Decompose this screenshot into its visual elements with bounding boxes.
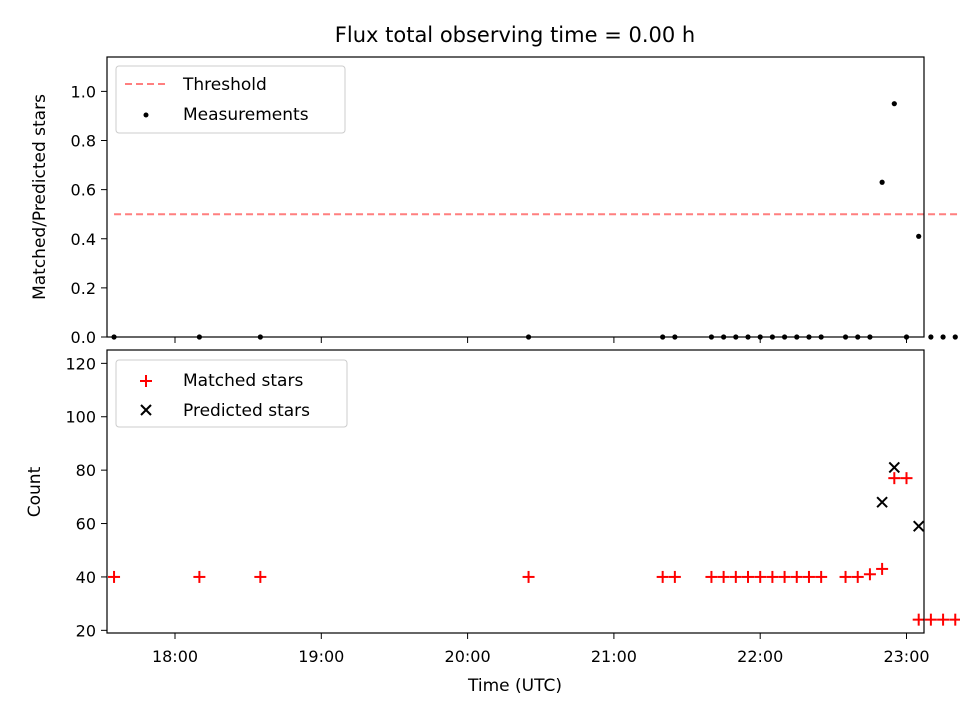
- matched-star-point: [851, 570, 864, 583]
- matched-star-point: [888, 472, 901, 485]
- matched-star-point: [254, 570, 267, 583]
- matched-star-point: [912, 613, 925, 626]
- top-legend-box: [115, 65, 346, 134]
- bottom-y-axis-label: Count: [25, 466, 45, 517]
- matched-star-point: [193, 570, 206, 583]
- matched-star-point: [949, 613, 960, 626]
- matched-star-point: [900, 472, 913, 485]
- matched-star-point: [705, 570, 718, 583]
- bottom-y-tick-label: 120: [65, 354, 96, 373]
- top-y-tick-label: 0.6: [71, 181, 96, 200]
- bottom-legend: Matched stars Predicted stars: [115, 359, 348, 428]
- predicted-star-point: [912, 520, 925, 532]
- matched-star-point: [108, 570, 121, 583]
- bottom-y-tick-label: 20: [76, 621, 96, 640]
- matched-legend-swatch: [140, 375, 152, 387]
- bottom-plot-area: 20 40 60 80 100 120 18:00 19:00 20:00 21:00 22:00 2…: [65, 354, 960, 666]
- predicted-legend-swatch: [140, 404, 152, 416]
- measurement-point: [891, 101, 897, 107]
- matched-star-point: [876, 562, 889, 575]
- predicted-star-stroke-b: [912, 520, 925, 532]
- threshold-legend-label: Threshold: [182, 75, 267, 95]
- x-tick-label: 21:00: [591, 647, 637, 666]
- measurement-point: [940, 334, 946, 340]
- bottom-legend-box: [115, 359, 348, 428]
- matched-star-point: [668, 570, 681, 583]
- matched-star-point: [815, 570, 828, 583]
- x-tick-label: 19:00: [298, 647, 344, 666]
- matched-star-point: [937, 613, 950, 626]
- x-tick-label: 22:00: [737, 647, 783, 666]
- predicted-star-point: [888, 461, 901, 474]
- predicted-star-point: [876, 496, 888, 508]
- bottom-plot-frame: [106, 349, 925, 634]
- x-tick-label: 20:00: [445, 647, 491, 666]
- top-y-tick-label: 0.8: [71, 132, 96, 151]
- matched-star-point: [863, 568, 876, 581]
- measurement-point: [928, 334, 934, 340]
- top-y-axis-label: Matched/Predicted stars: [30, 94, 50, 300]
- matched-star-point: [790, 570, 803, 583]
- matched-star-point: [742, 570, 755, 583]
- measurements-legend-swatch: [143, 112, 149, 118]
- predicted-star-stroke-b: [876, 496, 888, 508]
- predicted-star-stroke-b: [888, 461, 901, 474]
- matched-star-point: [729, 570, 742, 583]
- matched-star-point: [522, 570, 535, 583]
- measurement-point: [916, 233, 922, 239]
- x-tick-label: 23:00: [883, 647, 929, 666]
- matched-star-point: [839, 570, 852, 583]
- matched-legend-label: Matched stars: [183, 371, 303, 391]
- top-y-tick-label: 0.4: [71, 230, 96, 249]
- top-y-tick-label: 1.0: [71, 82, 96, 101]
- bottom-y-tick-label: 40: [76, 568, 96, 587]
- x-axis-label: Time (UTC): [467, 676, 562, 696]
- top-plot-area: 0.0 0.2 0.4 0.6 0.8 1.0: [71, 82, 960, 347]
- top-y-tick-label: 0.2: [71, 279, 96, 298]
- top-plot-frame: [106, 56, 925, 338]
- matched-star-point: [656, 570, 669, 583]
- measurement-point: [952, 334, 958, 340]
- top-chart-title: Flux total observing time = 0.00 h: [335, 23, 695, 47]
- bottom-y-tick-label: 60: [76, 515, 96, 534]
- measurements-legend-label: Measurements: [183, 105, 309, 125]
- matched-star-point: [924, 613, 937, 626]
- matched-star-point: [766, 570, 779, 583]
- measurement-point: [879, 179, 885, 185]
- matched-star-point: [778, 570, 791, 583]
- bottom-y-tick-label: 100: [65, 408, 96, 427]
- predicted-legend-label: Predicted stars: [183, 401, 310, 421]
- top-y-tick-label: 0.0: [71, 328, 96, 347]
- bottom-y-tick-label: 80: [76, 461, 96, 480]
- x-tick-label: 18:00: [152, 647, 198, 666]
- matched-star-point: [754, 570, 767, 583]
- matched-star-point: [717, 570, 730, 583]
- top-legend: Threshold Measurements: [115, 65, 346, 134]
- matched-star-point: [802, 570, 815, 583]
